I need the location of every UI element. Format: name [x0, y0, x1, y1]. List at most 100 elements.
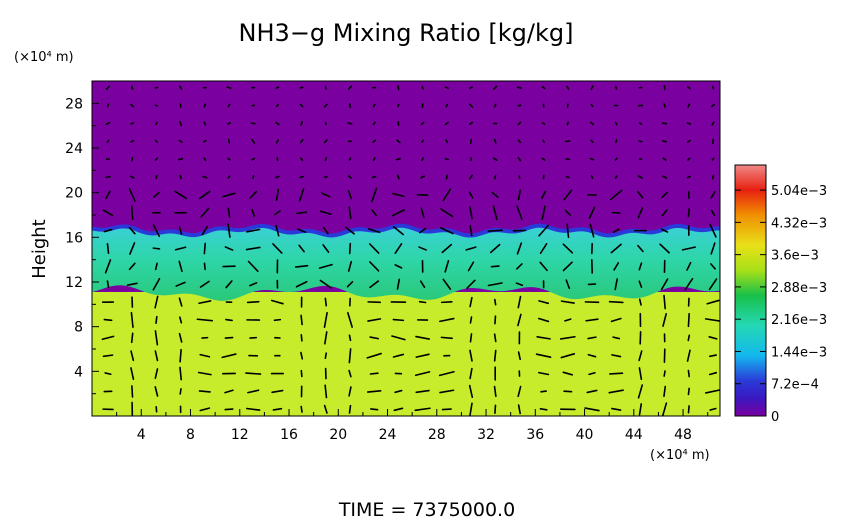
wind-vector	[540, 409, 546, 410]
wind-vector	[446, 140, 447, 142]
wind-vector	[325, 298, 326, 305]
x-tick-label: 24	[379, 427, 397, 443]
chart-title: NH3−g Mixing Ratio [kg/kg]	[239, 19, 574, 47]
wind-vector	[204, 263, 205, 269]
colorbar-tick-label: 2.16e−3	[771, 313, 827, 328]
wind-vector	[248, 302, 259, 303]
wind-vector	[179, 159, 183, 160]
wind-vector	[639, 123, 641, 124]
x-unit-label: (×10⁴ m)	[650, 448, 710, 463]
wind-vector	[398, 175, 399, 178]
plot-area	[92, 81, 720, 416]
colorbar-bar	[735, 165, 766, 416]
wind-vector	[350, 406, 351, 413]
wind-vector	[204, 141, 206, 142]
wind-vector	[713, 87, 714, 89]
x-tick-label: 44	[625, 427, 643, 443]
wind-vector	[350, 244, 351, 254]
wind-vector	[446, 105, 447, 107]
wind-vector	[639, 141, 642, 142]
wind-vector	[664, 371, 665, 376]
wind-vector	[687, 123, 690, 124]
wind-vector	[252, 159, 254, 160]
wind-vector	[422, 87, 423, 89]
x-tick-label: 28	[428, 427, 446, 443]
wind-vector	[106, 177, 110, 178]
y-tick-label: 28	[65, 96, 83, 112]
wind-vector	[301, 335, 302, 341]
y-axis-label: Height	[29, 219, 50, 279]
y-tick-label: 4	[74, 364, 83, 380]
wind-vector	[616, 176, 617, 178]
wind-vector	[567, 122, 568, 125]
wind-vector	[422, 140, 423, 142]
wind-vector	[301, 371, 302, 377]
wind-vector	[616, 158, 617, 160]
wind-vector	[325, 158, 326, 161]
x-tick-label: 40	[576, 427, 594, 443]
wind-vector	[350, 104, 351, 107]
x-tick-label: 32	[477, 427, 495, 443]
wind-vector	[688, 314, 689, 327]
colorbar-tick-label: 4.32e−3	[771, 216, 827, 231]
wind-vector	[495, 334, 496, 341]
x-tick-label: 4	[137, 427, 146, 443]
x-tick-label: 16	[280, 427, 298, 443]
wind-vector	[204, 122, 205, 125]
wind-vector	[301, 407, 302, 413]
wind-vector	[277, 158, 278, 161]
wind-vector	[495, 405, 496, 413]
wind-vector	[276, 176, 279, 177]
wind-vector	[543, 140, 544, 142]
wind-vector	[495, 140, 496, 143]
wind-vector	[155, 105, 157, 106]
wind-vector	[713, 175, 714, 178]
colorbar-tick-label: 2.88e−3	[771, 281, 827, 296]
region-lower	[92, 292, 720, 416]
wind-vector	[253, 176, 254, 178]
wind-vector	[445, 159, 448, 160]
region-middle	[92, 226, 720, 301]
wind-vector	[276, 87, 278, 88]
wind-vector	[301, 315, 302, 324]
wind-vector	[447, 175, 448, 178]
wind-vector	[370, 373, 377, 374]
wind-vector	[616, 122, 617, 124]
wind-vector	[204, 243, 205, 253]
wind-vector	[156, 317, 157, 323]
wind-vector	[495, 300, 496, 305]
x-tick-label: 12	[231, 427, 249, 443]
wind-vector	[107, 244, 108, 253]
wind-vector	[688, 388, 689, 394]
wind-vector	[200, 391, 211, 392]
wind-vector	[180, 389, 181, 394]
wind-vector	[108, 104, 109, 107]
wind-vector	[132, 206, 133, 219]
wind-vector	[131, 123, 133, 124]
y-unit-label: (×10⁴ m)	[14, 50, 74, 65]
wind-vector	[712, 158, 713, 160]
wind-vector	[663, 123, 667, 124]
x-tick-label: 8	[186, 427, 195, 443]
wind-vector	[203, 176, 207, 177]
wind-vector	[470, 87, 472, 88]
wind-vector	[246, 373, 261, 374]
wind-vector	[371, 409, 378, 410]
colorbar-tick-label: 5.04e−3	[771, 184, 827, 199]
wind-vector	[495, 104, 496, 106]
colorbar-tick-label: 0	[771, 410, 779, 425]
wind-vector	[616, 140, 617, 143]
wind-vector	[397, 159, 400, 160]
wind-vector	[616, 87, 617, 89]
wind-vector	[518, 105, 520, 106]
wind-vector	[591, 176, 592, 178]
time-footer: TIME = 7375000.0	[338, 499, 515, 519]
wind-vector	[348, 123, 351, 124]
wind-vector	[373, 177, 376, 178]
wind-vector	[518, 87, 522, 88]
wind-vector	[613, 213, 620, 214]
y-tick-label: 24	[65, 141, 83, 157]
x-tick-label: 36	[526, 427, 544, 443]
wind-vector	[688, 335, 689, 340]
